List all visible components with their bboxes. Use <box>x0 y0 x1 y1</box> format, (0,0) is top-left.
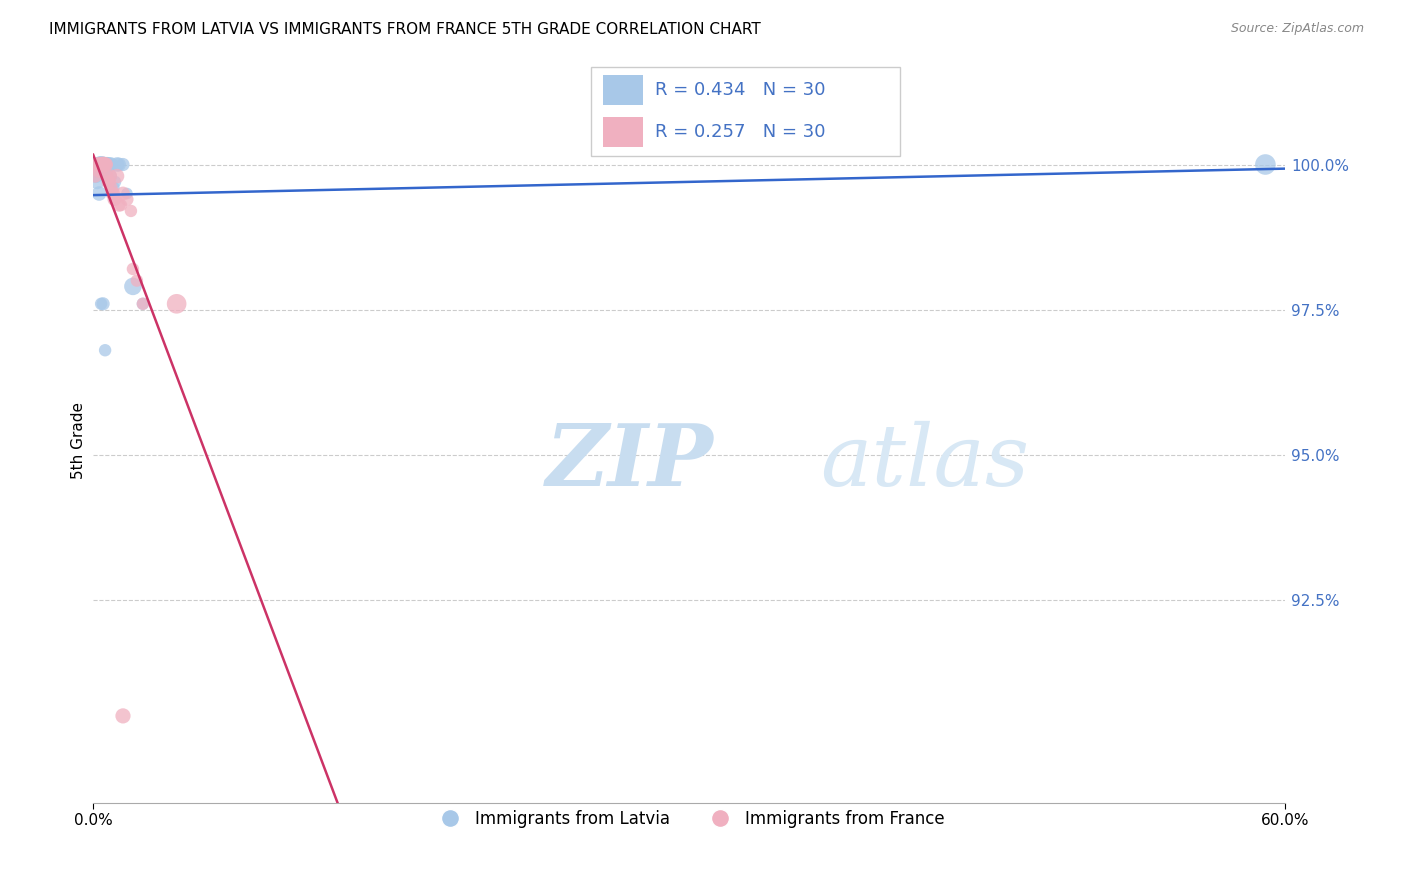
Point <box>93 157 115 171</box>
Text: R = 0.257   N = 30: R = 0.257 N = 30 <box>655 123 825 141</box>
Point <box>87 163 110 178</box>
Point <box>115 192 138 206</box>
Point <box>93 163 115 178</box>
Text: IMMIGRANTS FROM LATVIA VS IMMIGRANTS FROM FRANCE 5TH GRADE CORRELATION CHART: IMMIGRANTS FROM LATVIA VS IMMIGRANTS FRO… <box>49 22 761 37</box>
Point <box>84 169 107 183</box>
Point <box>90 157 112 171</box>
Point <box>122 279 145 293</box>
Point <box>101 186 124 201</box>
Point <box>110 198 132 212</box>
Point <box>100 157 122 171</box>
Point <box>98 157 121 171</box>
Point <box>115 186 138 201</box>
Point <box>89 163 111 178</box>
Point <box>132 297 155 311</box>
Point <box>104 192 127 206</box>
Point <box>111 709 134 723</box>
Text: atlas: atlas <box>820 421 1029 503</box>
Point <box>120 203 142 218</box>
Point <box>89 157 111 171</box>
Point <box>94 157 117 171</box>
Point <box>91 157 114 171</box>
Point <box>98 169 121 183</box>
Point <box>84 163 107 178</box>
Point <box>98 169 121 183</box>
Point <box>90 157 112 171</box>
Point <box>105 157 128 171</box>
Text: Source: ZipAtlas.com: Source: ZipAtlas.com <box>1230 22 1364 36</box>
Point <box>101 180 124 194</box>
Point <box>90 297 112 311</box>
Point <box>97 157 120 171</box>
Legend: Immigrants from Latvia, Immigrants from France: Immigrants from Latvia, Immigrants from … <box>427 803 952 835</box>
Point <box>91 157 114 171</box>
Point <box>105 169 128 183</box>
Point <box>1254 157 1277 171</box>
FancyBboxPatch shape <box>591 67 900 156</box>
Point <box>108 198 131 212</box>
Point <box>94 157 117 171</box>
Point <box>122 262 145 277</box>
Y-axis label: 5th Grade: 5th Grade <box>72 401 86 479</box>
Text: R = 0.434   N = 30: R = 0.434 N = 30 <box>655 81 825 99</box>
Point <box>84 169 107 183</box>
Point <box>86 175 108 189</box>
Point <box>108 157 131 171</box>
Point <box>91 157 114 171</box>
Point <box>111 186 134 201</box>
Point <box>86 157 108 171</box>
Point <box>94 157 117 171</box>
Point <box>96 157 118 171</box>
Point <box>103 192 125 206</box>
Point <box>96 169 118 183</box>
Point <box>100 180 122 194</box>
Point <box>125 274 148 288</box>
Point <box>87 157 110 171</box>
Point <box>89 157 111 171</box>
Point <box>89 186 111 201</box>
FancyBboxPatch shape <box>603 117 643 147</box>
Point <box>98 175 121 189</box>
Point <box>132 297 155 311</box>
Point <box>91 157 114 171</box>
Text: ZIP: ZIP <box>546 420 714 504</box>
Point <box>111 157 134 171</box>
Point <box>104 175 127 189</box>
Point <box>89 157 111 171</box>
Point <box>91 297 114 311</box>
Point <box>97 175 120 189</box>
Point <box>94 157 117 171</box>
Point <box>94 343 117 358</box>
Point <box>166 297 188 311</box>
Point <box>101 186 124 201</box>
FancyBboxPatch shape <box>603 75 643 105</box>
